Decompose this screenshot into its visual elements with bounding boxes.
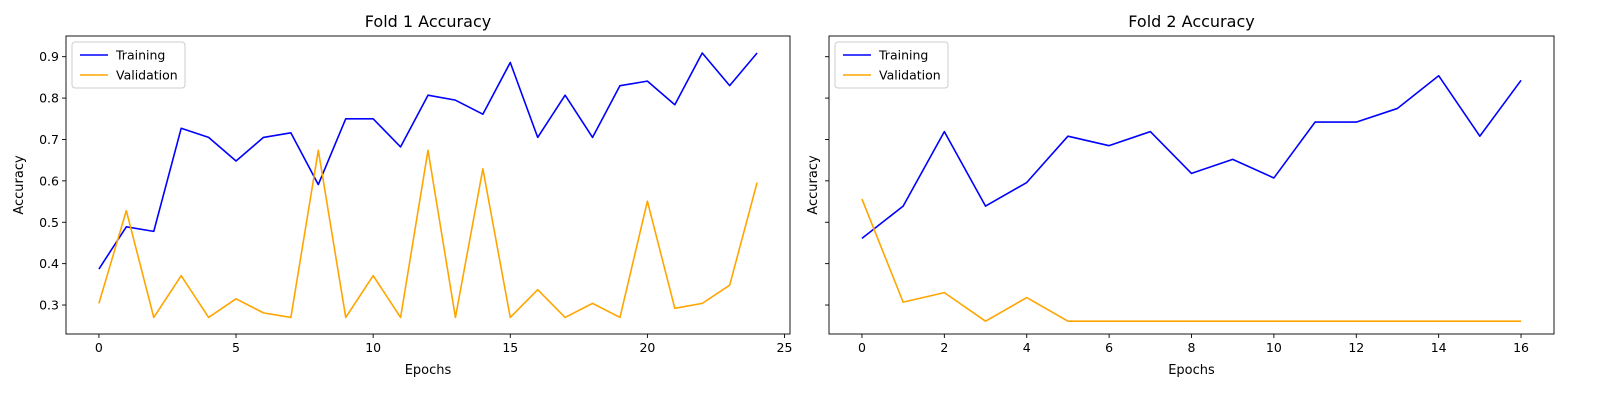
series-line-validation [862, 199, 1521, 321]
y-tick-label: 0.7 [39, 132, 59, 147]
x-tick-label: 15 [502, 340, 518, 355]
x-tick-label: 5 [232, 340, 240, 355]
x-axis-label: Epochs [405, 363, 452, 378]
series-line-validation [99, 150, 757, 317]
x-tick-label: 6 [1105, 340, 1113, 355]
x-tick-label: 2 [940, 340, 948, 355]
x-tick-label: 0 [858, 340, 866, 355]
chart-title: Fold 1 Accuracy [365, 12, 491, 31]
legend: Training Validation [72, 42, 185, 88]
x-tick-label: 4 [1023, 340, 1031, 355]
x-tick-label: 14 [1431, 340, 1447, 355]
legend-label-validation: Validation [116, 68, 178, 83]
chart-panel-1: 0 5 10 15 20 25 0.3 0.4 0.5 0.6 0.7 0.8 0.9 Fold 1 Ac… [12, 12, 792, 378]
y-tick-label: 0.6 [39, 173, 59, 188]
y-tick-label: 0.5 [39, 215, 59, 230]
x-tick-label: 12 [1348, 340, 1364, 355]
y-tick-label: 0.4 [39, 256, 59, 271]
y-axis-label: Accuracy [12, 155, 27, 215]
y-axis-label: Accuracy [806, 155, 821, 215]
x-tick-label: 10 [1266, 340, 1282, 355]
y-tick-label: 0.3 [39, 298, 59, 313]
x-tick-label: 8 [1188, 340, 1196, 355]
x-tick-label: 25 [777, 340, 793, 355]
legend: Training Validation [835, 42, 948, 88]
chart-panel-2: 0 2 4 6 8 10 12 14 16 Fold 2 Accuracy Epochs Accura… [806, 12, 1554, 378]
series-line-training [99, 53, 757, 269]
x-axis-label: Epochs [1168, 363, 1215, 378]
series-line-training [862, 76, 1521, 239]
y-tick-label: 0.8 [39, 91, 59, 106]
x-tick-label: 10 [365, 340, 381, 355]
x-tick-label: 16 [1513, 340, 1529, 355]
legend-label-training: Training [878, 48, 928, 63]
chart-title: Fold 2 Accuracy [1128, 12, 1254, 31]
x-tick-label: 20 [639, 340, 655, 355]
x-tick-label: 0 [95, 340, 103, 355]
legend-label-training: Training [115, 48, 165, 63]
y-tick-label: 0.9 [39, 49, 59, 64]
legend-label-validation: Validation [879, 68, 941, 83]
